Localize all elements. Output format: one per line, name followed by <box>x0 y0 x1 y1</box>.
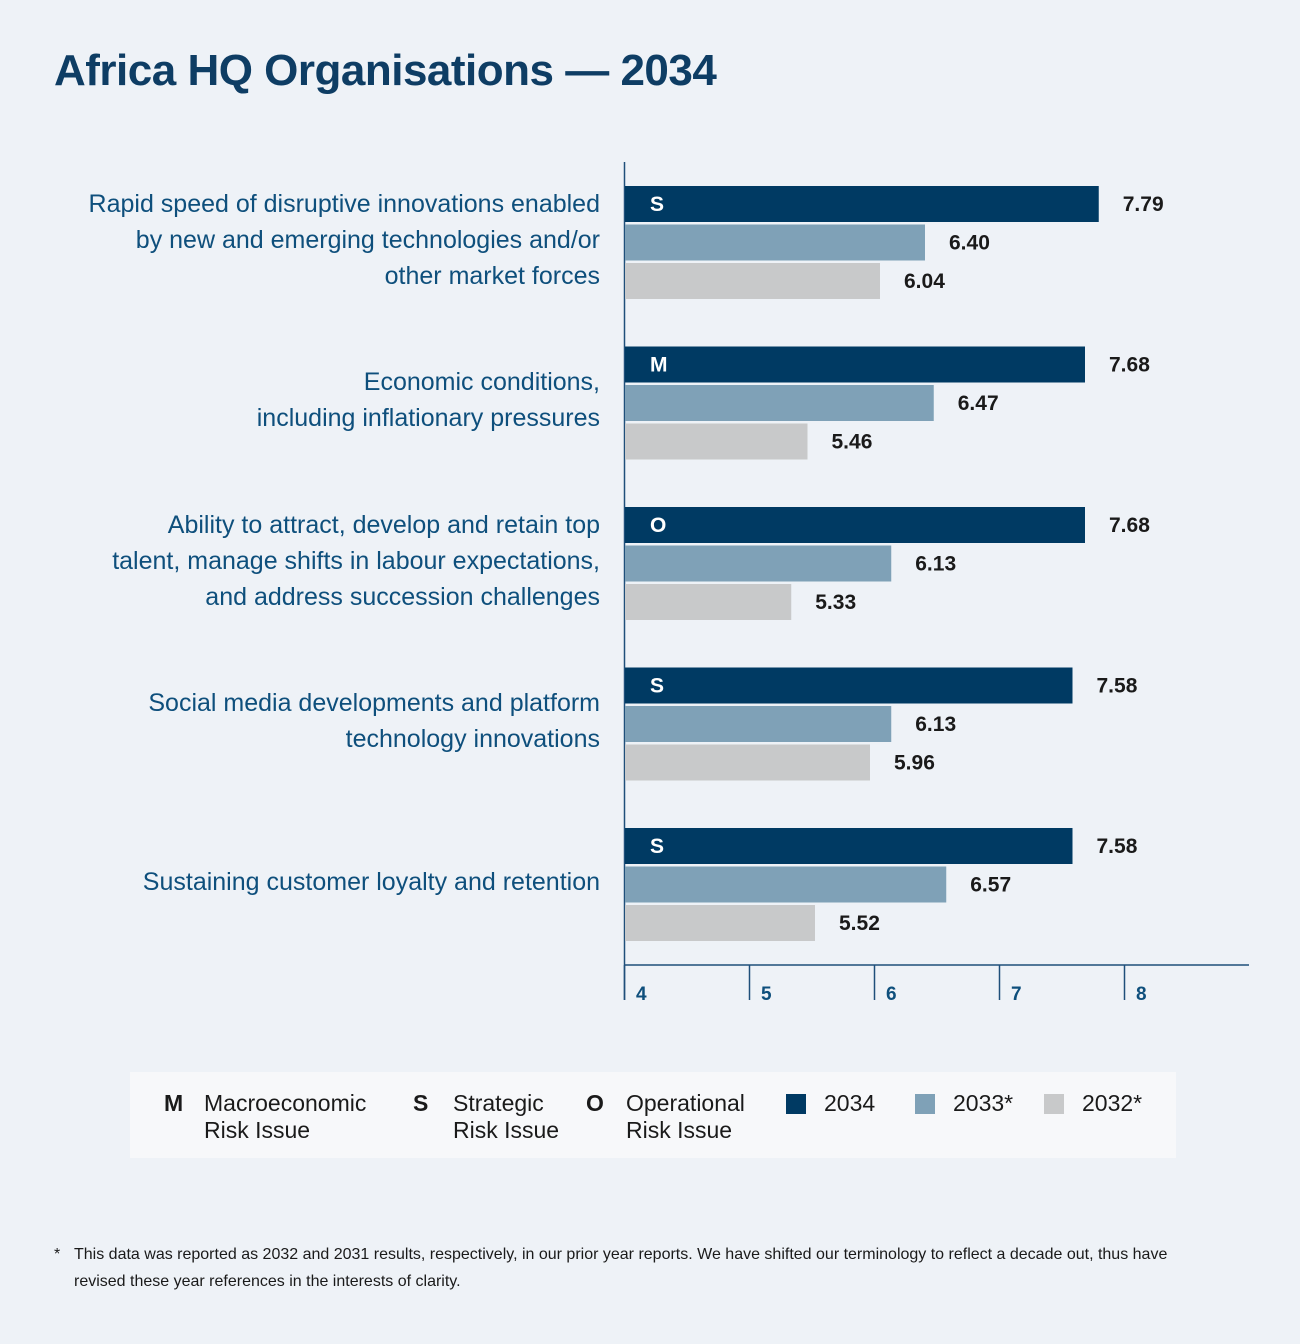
bar-2034 <box>625 828 1073 864</box>
risk-code-label: M <box>650 354 668 377</box>
bar-2032 <box>625 744 870 781</box>
footnote-text: This data was reported as 2032 and 2031 … <box>74 1246 1168 1290</box>
category-label-line: including inflationary pressures <box>256 404 600 432</box>
category-label-line: Social media developments and platform <box>148 689 600 717</box>
legend: M Macroeconomic Risk Issue S Strategic R… <box>130 1072 1176 1158</box>
category-label-line: Economic conditions, <box>363 368 600 396</box>
category-label-line: Ability to attract, develop and retain t… <box>167 510 600 539</box>
bar-2034 <box>625 667 1073 704</box>
legend-label: Risk Issue <box>204 1117 311 1143</box>
risk-code-label: O <box>650 514 666 537</box>
x-tick-label: 8 <box>1136 984 1147 1005</box>
category-label-line: other market forces <box>384 261 600 290</box>
data-label: 5.96 <box>894 752 935 775</box>
bar-2034 <box>625 186 1099 222</box>
bar-2032 <box>625 263 880 299</box>
legend-label: 2032* <box>1082 1090 1143 1116</box>
category-label-line: and address succession challenges <box>205 582 600 611</box>
data-label: 5.52 <box>839 912 880 935</box>
data-label: 5.33 <box>815 591 856 614</box>
legend-label: Strategic <box>453 1090 544 1116</box>
bar-2034 <box>625 346 1085 383</box>
legend-label: 2033* <box>953 1090 1014 1116</box>
legend-swatch-2034 <box>786 1094 806 1114</box>
category-label: Social media developments and platform te… <box>40 685 600 757</box>
legend-key-s: S <box>413 1090 429 1116</box>
category-label: Ability to attract, develop and retain t… <box>40 507 600 615</box>
data-label: 6.13 <box>915 713 956 736</box>
legend-label: 2034 <box>824 1090 876 1116</box>
data-label: 7.68 <box>1109 354 1150 377</box>
risk-code-label: S <box>650 193 664 216</box>
bar-2033 <box>625 224 925 261</box>
data-label: 7.79 <box>1123 193 1164 216</box>
category-label-line: Sustaining customer loyalty and retentio… <box>142 867 600 896</box>
bar-2033 <box>625 545 892 582</box>
risk-code-label: S <box>650 835 664 858</box>
risk-code-label: S <box>650 675 664 698</box>
x-tick-label: 4 <box>636 984 647 1005</box>
x-tick-label: 7 <box>1011 984 1022 1005</box>
bar-2033 <box>625 385 934 421</box>
bar-2032 <box>625 905 815 941</box>
bar-chart: 4 5 6 7 8 7.79 6.406.04 S 7.68 6.47 5.46 M 7.68 6.13 5… <box>623 162 1249 1005</box>
legend-key-o: O <box>586 1090 604 1116</box>
bar-2033 <box>625 706 892 742</box>
category-label-line: talent, manage shifts in labour expectat… <box>112 546 600 575</box>
legend-label: Risk Issue <box>453 1117 560 1143</box>
category-label: Economic conditions, including inflationa… <box>40 364 600 436</box>
data-label: 5.46 <box>832 431 873 454</box>
legend-label: Risk Issue <box>626 1117 733 1143</box>
bar-2033 <box>625 866 947 903</box>
data-label: 6.04 <box>904 270 945 293</box>
data-label: 6.40 <box>949 232 990 255</box>
category-label: Sustaining customer loyalty and retentio… <box>40 864 600 900</box>
data-label: 6.57 <box>970 874 1011 897</box>
legend-swatch-2033 <box>915 1094 935 1114</box>
data-label: 7.68 <box>1109 514 1150 537</box>
category-label-line: technology innovations <box>345 725 600 753</box>
data-label: 6.47 <box>958 392 999 415</box>
category-label: Rapid speed of disruptive innovations en… <box>40 186 600 294</box>
category-label-line: by new and emerging technologies and/or <box>135 225 600 254</box>
legend-label: Operational <box>626 1090 745 1116</box>
data-label: 7.58 <box>1097 835 1138 858</box>
bar-2032 <box>625 423 808 460</box>
bar-2034 <box>625 507 1085 543</box>
category-label-line: Rapid speed of disruptive innovations en… <box>88 189 600 218</box>
chart-title: Africa HQ Organisations — 2034 <box>54 46 717 95</box>
x-tick-label: 6 <box>886 984 897 1005</box>
legend-label: Macroeconomic <box>204 1090 367 1116</box>
data-label: 7.58 <box>1097 675 1138 698</box>
bar-2032 <box>625 584 792 620</box>
footnote-marker: * <box>54 1246 61 1263</box>
data-label: 6.13 <box>915 553 956 576</box>
x-tick-label: 5 <box>761 984 772 1005</box>
legend-key-m: M <box>164 1090 184 1116</box>
legend-swatch-2032 <box>1044 1094 1064 1114</box>
